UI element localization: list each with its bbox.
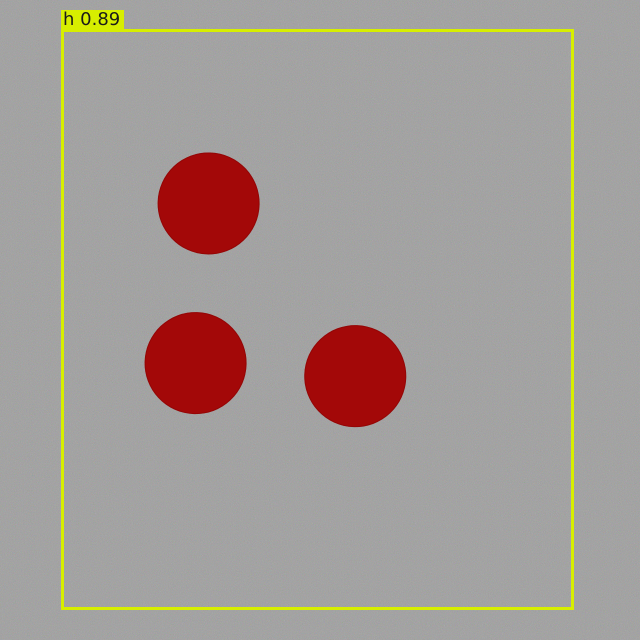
detection-score: 0.89 xyxy=(80,9,121,30)
detection-class: h xyxy=(63,9,75,30)
detection-label: h 0.89 xyxy=(61,9,125,30)
detection-bounding-box xyxy=(61,29,574,610)
